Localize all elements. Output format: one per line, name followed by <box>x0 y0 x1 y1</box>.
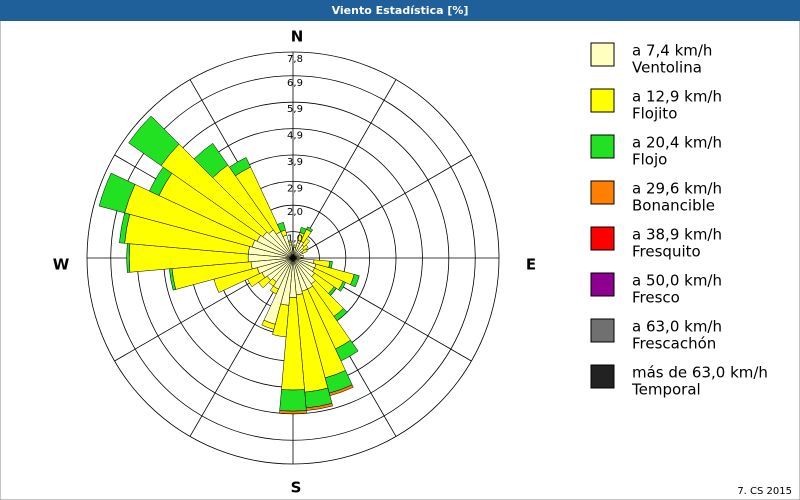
ring-label: 6,9 <box>287 78 303 89</box>
wind-segment <box>301 238 311 248</box>
compass-label: S <box>291 479 302 497</box>
title-bar <box>0 0 800 21</box>
wind-segment <box>288 241 293 246</box>
ring-label: 2,0 <box>287 207 303 218</box>
wind-segment <box>306 226 314 233</box>
wind-segment <box>279 410 307 415</box>
ring-label: 7,8 <box>287 54 303 65</box>
ring-label: 1,0 <box>287 234 303 245</box>
wind-segment <box>229 157 251 177</box>
wind-segment <box>269 285 279 295</box>
legend-label: a 50,0 km/h <box>632 272 722 290</box>
compass-label: E <box>526 256 536 274</box>
chart-title: Viento Estadística [%] <box>332 4 469 17</box>
legend-swatch <box>590 180 615 205</box>
legend-description: Ventolina <box>632 59 702 77</box>
footer: 7. CS 2015 <box>737 486 792 497</box>
legend-description: Fresco <box>632 289 680 307</box>
legend-swatch <box>590 226 615 251</box>
legend-swatch <box>590 42 615 67</box>
legend-swatch <box>590 318 615 343</box>
compass-label: N <box>291 28 304 46</box>
ring-label: 3,9 <box>287 157 303 168</box>
legend-label: a 63,0 km/h <box>632 318 722 336</box>
legend-description: Flojo <box>632 151 667 169</box>
legend-description: Flojito <box>632 105 677 123</box>
ring-label: 4,9 <box>287 131 303 142</box>
compass-label: W <box>53 256 70 274</box>
legend-swatch <box>590 272 615 297</box>
legend-description: Frescachón <box>632 335 716 353</box>
legend-swatch <box>590 364 615 389</box>
wind-segment <box>301 244 309 251</box>
legend-swatch <box>590 134 615 159</box>
ring-label: 2,9 <box>287 183 303 194</box>
legend-label: a 38,9 km/h <box>632 226 722 244</box>
wind-segment <box>277 221 286 233</box>
legend-description: Fresquito <box>632 243 701 261</box>
wind-segment <box>350 274 360 288</box>
wind-segment <box>338 281 346 292</box>
legend-label: a 7,4 km/h <box>632 42 712 60</box>
wind-segment <box>272 303 290 338</box>
ring-label: 5,9 <box>287 104 303 115</box>
legend-description: Temporal <box>631 381 701 399</box>
legend-label: a 20,4 km/h <box>632 134 722 152</box>
wind-segment <box>279 389 307 412</box>
wind-segment <box>98 172 136 214</box>
legend-label: más de 63,0 km/h <box>632 364 768 382</box>
wind-segment <box>292 254 304 259</box>
legend-label: a 12,9 km/h <box>632 88 722 106</box>
spoke <box>292 154 472 259</box>
wind-segment <box>301 248 308 254</box>
legend-swatch <box>590 88 615 113</box>
wind-segment <box>128 115 180 166</box>
legend-description: Bonancible <box>632 197 715 215</box>
wind-segment <box>193 142 229 179</box>
wind-segment <box>126 243 131 273</box>
legend-label: a 29,6 km/h <box>632 180 722 198</box>
wind-segment <box>261 319 276 330</box>
